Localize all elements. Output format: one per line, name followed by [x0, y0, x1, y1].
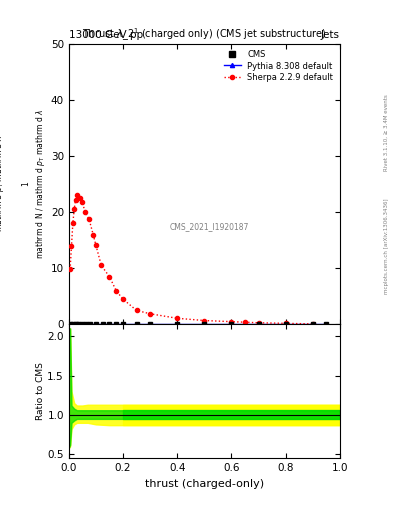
Text: Jets: Jets	[321, 30, 340, 40]
Text: Rivet 3.1.10, ≥ 3.4M events: Rivet 3.1.10, ≥ 3.4M events	[384, 95, 389, 172]
Legend: CMS, Pythia 8.308 default, Sherpa 2.2.9 default: CMS, Pythia 8.308 default, Sherpa 2.2.9 …	[222, 48, 336, 84]
Y-axis label: mathrm d$^2$N
mathrm d $p_\mathrm{T}$ mathrm d $\lambda$

1
mathrm d N / mathrm : mathrm d$^2$N mathrm d $p_\mathrm{T}$ ma…	[0, 109, 47, 259]
Y-axis label: Ratio to CMS: Ratio to CMS	[35, 362, 44, 420]
Text: 13000 GeV pp: 13000 GeV pp	[69, 30, 143, 40]
X-axis label: thrust (charged-only): thrust (charged-only)	[145, 479, 264, 488]
Text: CMS_2021_I1920187: CMS_2021_I1920187	[170, 222, 250, 230]
Title: Thrust $\lambda\_2^1$ (charged only) (CMS jet substructure): Thrust $\lambda\_2^1$ (charged only) (CM…	[82, 26, 327, 43]
Text: mcplots.cern.ch [arXiv:1306.3436]: mcplots.cern.ch [arXiv:1306.3436]	[384, 198, 389, 293]
